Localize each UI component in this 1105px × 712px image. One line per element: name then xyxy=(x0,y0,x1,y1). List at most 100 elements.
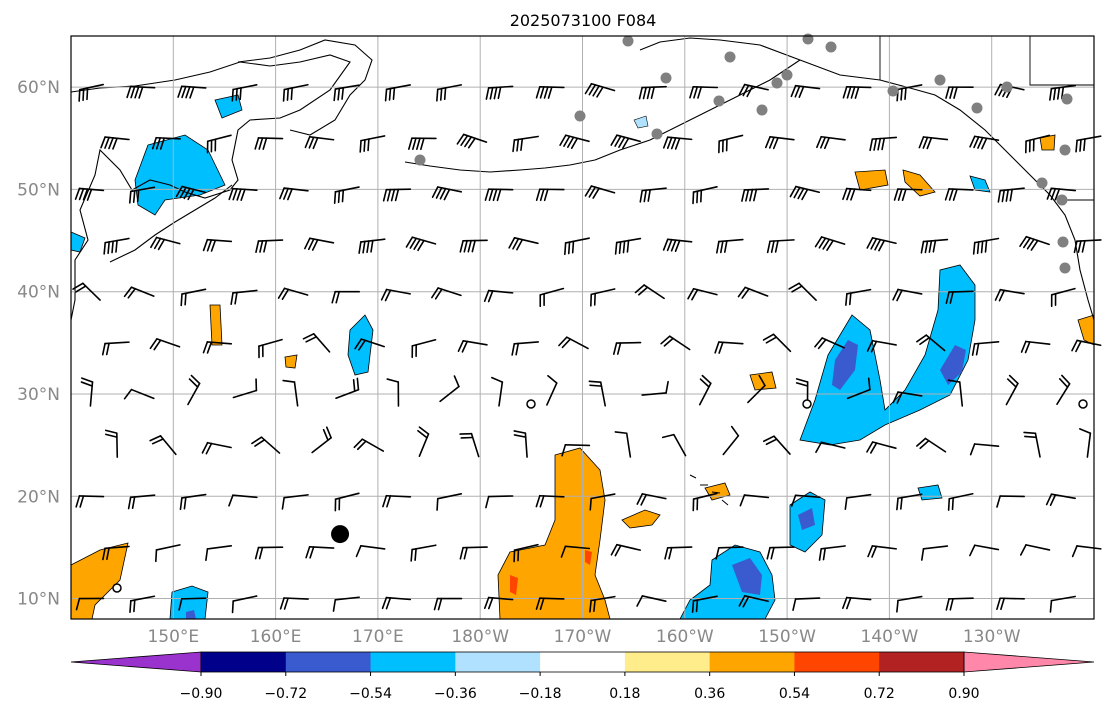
wind-barb xyxy=(483,289,514,303)
colorbar-tick-label: −0.18 xyxy=(519,686,562,702)
wind-barb xyxy=(187,374,201,406)
wind-barb xyxy=(1019,544,1051,556)
wind-barb xyxy=(436,493,463,511)
wind-barb xyxy=(180,288,207,307)
negative-core-south-1 xyxy=(798,508,815,530)
colorbar-tick-label: 0.72 xyxy=(864,686,895,702)
wind-barb xyxy=(762,333,792,353)
latitude-label: 40°N xyxy=(17,283,60,303)
wind-barb xyxy=(639,187,667,203)
wind-barb xyxy=(439,375,460,403)
wind-barb xyxy=(610,543,642,557)
colorbar-tick-label: 0.54 xyxy=(779,686,810,702)
wind-barb xyxy=(355,545,386,558)
colorbar-segment xyxy=(794,652,880,672)
wind-barb xyxy=(535,597,565,611)
wind-barb xyxy=(789,185,821,201)
wind-barb xyxy=(969,544,1000,557)
wind-barb xyxy=(766,546,795,560)
wind-barb xyxy=(846,377,871,400)
positive-region-small-5 xyxy=(209,304,223,346)
wind-barb xyxy=(741,188,770,202)
wind-barb xyxy=(842,596,872,610)
wind-barb xyxy=(739,494,770,507)
wind-barb xyxy=(893,188,923,202)
wind-barb xyxy=(433,597,463,611)
wind-barb xyxy=(513,430,528,458)
station-dot xyxy=(574,110,586,122)
positive-region-small-3 xyxy=(854,169,889,191)
longitude-label: 180°W xyxy=(451,627,509,647)
wind-barb xyxy=(332,596,360,612)
wind-barb xyxy=(179,493,207,511)
negative-region-small-2 xyxy=(169,585,209,620)
wind-barb xyxy=(896,595,923,613)
wind-barb xyxy=(687,287,718,301)
wind-barb xyxy=(126,85,156,99)
wind-barb xyxy=(766,239,795,254)
wind-barb xyxy=(151,136,181,150)
wind-barb xyxy=(996,597,1025,611)
wind-barb xyxy=(610,134,641,149)
wind-barb xyxy=(764,136,795,150)
wind-barb xyxy=(101,341,130,356)
wind-barb xyxy=(1073,239,1102,254)
wind-barb xyxy=(662,136,693,150)
wind-barb xyxy=(814,236,846,251)
wind-barb xyxy=(920,238,949,254)
wind-barb xyxy=(916,437,947,453)
wind-barb xyxy=(920,545,949,561)
wind-barb xyxy=(1005,374,1019,406)
wind-barb xyxy=(564,237,590,256)
station-dot xyxy=(887,85,899,97)
calm-circles xyxy=(112,399,1088,593)
wind-barb xyxy=(1071,339,1102,353)
wind-barb xyxy=(335,377,360,400)
station-dot xyxy=(1059,144,1071,156)
wind-barb xyxy=(230,289,258,306)
wind-barb xyxy=(1049,84,1077,101)
wind-barb xyxy=(277,287,309,301)
canada-border xyxy=(879,36,1094,86)
colorbar-outline xyxy=(200,651,965,673)
station-dot xyxy=(414,154,426,166)
wind-barb xyxy=(72,282,101,301)
wind-barb xyxy=(1025,134,1051,154)
wind-barb xyxy=(814,337,845,350)
wind-barb xyxy=(612,341,642,355)
colorbar-tick-label: 0.36 xyxy=(694,686,725,702)
wind-barb xyxy=(692,186,718,205)
station-dot xyxy=(825,41,837,53)
wind-barb xyxy=(254,137,284,150)
wind-barb xyxy=(790,494,821,507)
wind-barb xyxy=(258,338,283,359)
coastlines xyxy=(70,36,1095,506)
negative-region-east xyxy=(799,264,976,446)
negative-region-small-7 xyxy=(633,115,649,129)
wind-barb xyxy=(333,186,360,204)
wind-barb xyxy=(892,391,923,404)
calm-circle xyxy=(112,583,122,593)
wind-barb xyxy=(512,135,539,153)
wind-barb xyxy=(818,545,846,561)
wind-barb xyxy=(202,238,233,252)
wind-barb xyxy=(842,187,872,201)
station-dot xyxy=(1057,236,1069,248)
wind-barb xyxy=(589,493,616,511)
colorbar-segment xyxy=(285,652,372,672)
wind-barb xyxy=(996,495,1025,508)
wind-barb xyxy=(202,341,233,354)
wind-barb xyxy=(384,84,411,102)
wind-barb xyxy=(866,339,897,353)
wind-barb xyxy=(175,185,207,201)
wind-barb xyxy=(1079,428,1092,458)
wind-barb xyxy=(1020,340,1051,354)
wind-barb xyxy=(232,378,258,399)
negative-region-small-6 xyxy=(969,175,991,193)
wind-barb xyxy=(738,83,769,98)
wind-barb xyxy=(282,83,309,102)
wind-barb xyxy=(947,379,964,407)
wind-barb xyxy=(456,133,488,149)
wind-barb xyxy=(716,238,744,254)
wind-barb xyxy=(1049,595,1076,613)
